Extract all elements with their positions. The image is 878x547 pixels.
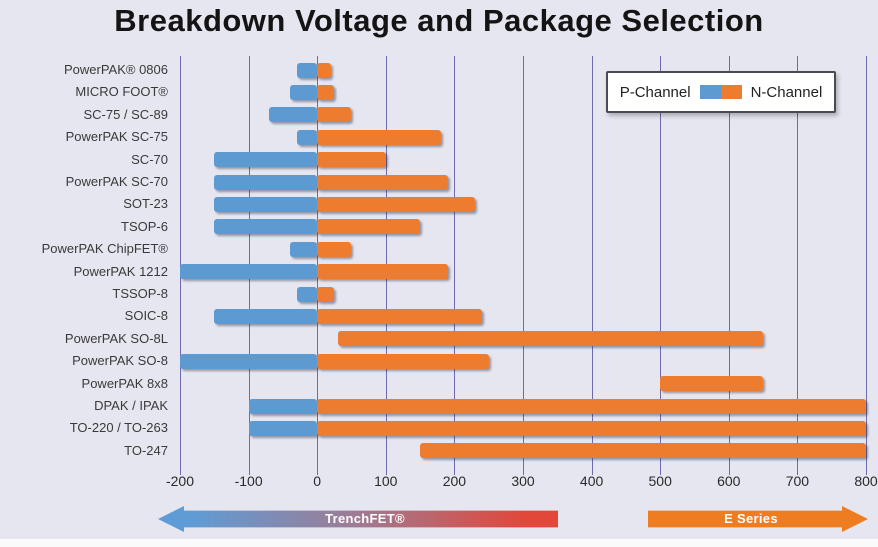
n-channel-bar (317, 264, 448, 280)
p-channel-bar (248, 398, 318, 414)
axis-tick (866, 462, 867, 475)
n-channel-bar (317, 174, 448, 190)
p-channel-bar (296, 129, 318, 145)
trenchfet-arrow: TrenchFET® (158, 506, 558, 532)
p-channel-bar (248, 420, 318, 436)
axis-tick-label: 800 (854, 473, 878, 489)
legend-n-channel-label: N-Channel (750, 83, 823, 101)
gridline (248, 56, 250, 462)
gridline (797, 56, 799, 462)
legend-p-channel-label: P-Channel (619, 83, 691, 101)
category-label: SOT-23 (123, 196, 168, 212)
trenchfet-arrow-label: TrenchFET® (325, 511, 405, 526)
axis-tick-label: 200 (442, 473, 467, 489)
axis-tick-label: 500 (648, 473, 672, 489)
n-channel-bar (317, 196, 475, 212)
category-label: PowerPAK 1212 (73, 263, 168, 279)
category-label: DPAK / IPAK (94, 398, 168, 413)
category-label: TO-220 / TO-263 (69, 420, 168, 436)
axis-tick (728, 462, 730, 475)
gridline (866, 56, 867, 462)
n-channel-bar (317, 353, 489, 369)
p-channel-bar (214, 219, 318, 235)
gridline (660, 56, 662, 462)
n-channel-bar (317, 152, 386, 168)
gridline (317, 56, 319, 462)
axis-tick-label: 300 (511, 473, 535, 489)
axis-tick (523, 462, 524, 475)
gridline (180, 56, 181, 462)
category-label: PowerPAK SC-75 (65, 129, 168, 145)
gridline (728, 56, 730, 462)
n-channel-bar (420, 443, 866, 459)
n-channel-bar (317, 219, 421, 235)
p-channel-bar (214, 152, 318, 168)
p-channel-bar (180, 353, 318, 369)
p-channel-bar (214, 308, 318, 324)
axis-tick-label: -100 (234, 473, 263, 489)
gridline (385, 56, 387, 462)
category-label: SC-70 (131, 151, 168, 167)
axis-tick (385, 462, 387, 475)
category-label: TO-247 (124, 442, 168, 458)
n-channel-bar (317, 84, 335, 100)
n-channel-bar (317, 129, 441, 145)
category-label: PowerPAK 8x8 (81, 375, 168, 391)
category-label: SOIC-8 (124, 308, 168, 324)
category-label: SC-75 / SC-89 (83, 106, 168, 122)
p-channel-bar (289, 84, 318, 100)
category-label: PowerPAK ChipFET® (41, 241, 168, 257)
n-channel-bar (317, 286, 335, 302)
axis-tick (660, 462, 662, 475)
axis-tick (454, 462, 456, 475)
chart-title: Breakdown Voltage and Package Selection (114, 3, 764, 38)
bottom-margin (0, 539, 878, 547)
n-channel-bar (317, 62, 331, 78)
p-channel-bar (269, 107, 318, 123)
category-label: TSSOP-8 (112, 286, 168, 301)
p-channel-bar (214, 174, 318, 190)
axis-tick (180, 462, 181, 475)
e-series-arrow: E Series (648, 506, 868, 532)
p-channel-bar (214, 196, 318, 212)
category-label: PowerPAK SC-70 (65, 174, 168, 189)
gridline (454, 56, 456, 462)
axis-tick-label: -200 (165, 473, 195, 489)
n-channel-bar (317, 107, 352, 123)
n-channel-bar (317, 398, 866, 414)
category-label: PowerPAK SO-8 (72, 353, 168, 369)
gridline (591, 56, 593, 462)
e-series-arrow-label: E Series (724, 511, 778, 526)
category-label: PowerPAK SO-8L (64, 330, 168, 346)
axis-tick (248, 462, 250, 475)
p-channel-bar (296, 62, 318, 78)
axis-tick-label: 600 (717, 473, 741, 489)
legend-swatch (699, 85, 742, 99)
n-channel-bar (660, 376, 764, 392)
gridline (523, 56, 524, 462)
axis-tick-label: 700 (785, 473, 810, 489)
axis-tick-label: 0 (313, 473, 322, 489)
category-label: TSOP-6 (121, 218, 168, 234)
category-label: MICRO FOOT® (75, 84, 168, 100)
n-channel-color-swatch (720, 85, 742, 99)
axis-tick-label: 100 (374, 473, 398, 489)
n-channel-bar (317, 308, 482, 324)
p-channel-bar (296, 286, 318, 302)
category-label: PowerPAK® 0806 (63, 62, 168, 77)
n-channel-bar (317, 420, 866, 436)
axis-tick (797, 462, 799, 475)
n-channel-bar (317, 241, 352, 257)
legend-box: P-Channel N-Channel (606, 71, 836, 113)
n-channel-bar (337, 331, 764, 347)
axis-tick (317, 462, 319, 475)
axis-tick-label: 400 (579, 473, 604, 489)
p-channel-bar (289, 241, 318, 257)
p-channel-bar (180, 264, 318, 280)
axis-tick (591, 462, 593, 475)
p-channel-color-swatch (699, 85, 721, 99)
